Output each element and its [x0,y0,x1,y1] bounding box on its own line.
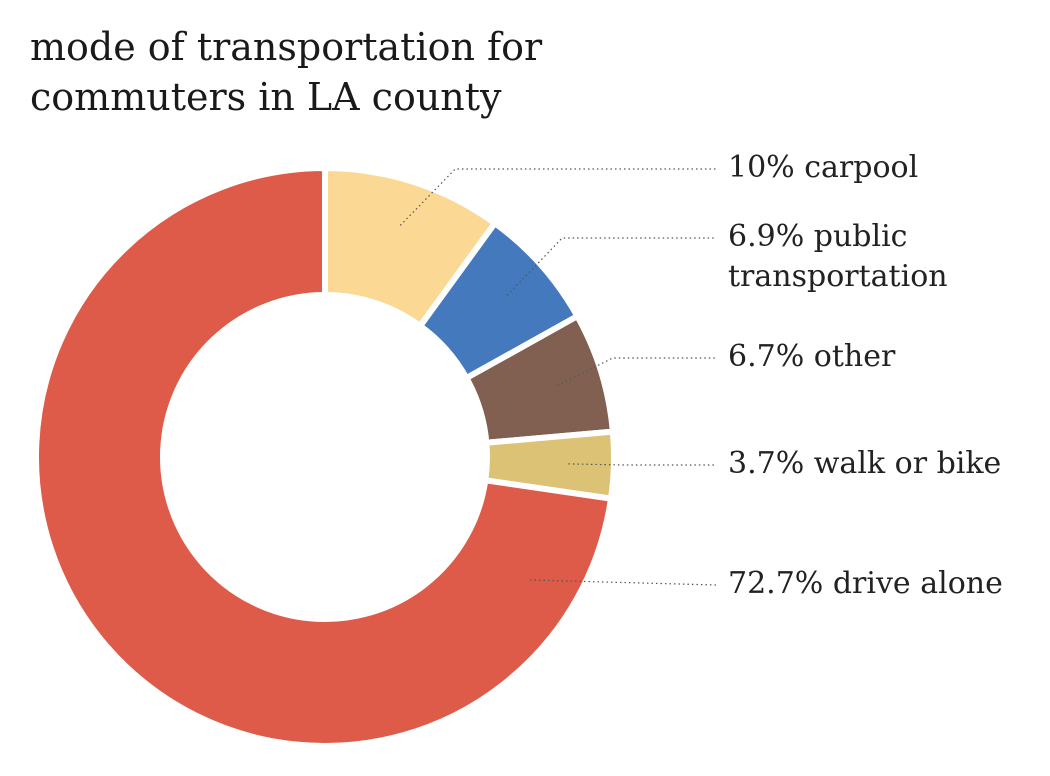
slice-label-4: 72.7% drive alone [728,566,1003,601]
slice-label-3: 3.7% walk or bike [728,446,1001,481]
leader-lines [399,168,717,586]
slice-label-1: 6.9% public transportation [728,219,948,294]
slice-label-2: 6.7% other [728,339,896,374]
slice-labels: 10% carpool 6.9% public transportation 6.7%… [728,150,1003,601]
chart-title: mode of transportation for commuters in … [30,22,670,122]
donut-slices [33,164,617,749]
slice-4 [33,164,615,749]
title-line-2: commuters in LA county [30,75,502,119]
leader-line-0 [399,168,716,226]
leader-line-3 [568,463,716,466]
title-line-1: mode of transportation for [30,25,543,69]
slice-label-0: 10% carpool [728,150,918,185]
